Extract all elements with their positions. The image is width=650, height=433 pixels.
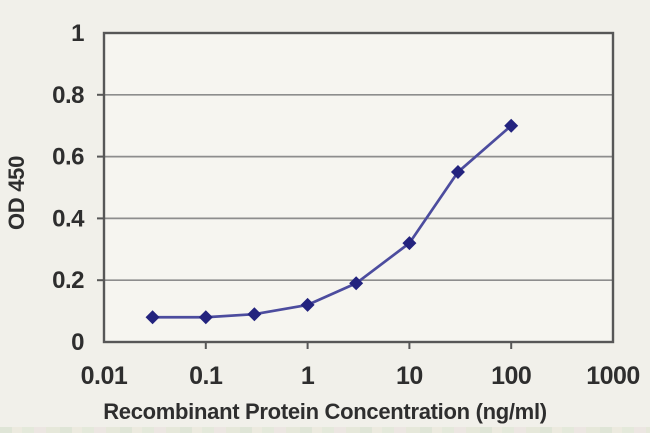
- data-point-marker: [145, 310, 160, 325]
- x-tick-label: 10: [396, 362, 423, 390]
- y-tick-label: 0.6: [52, 144, 84, 171]
- plot-area: [104, 33, 613, 342]
- x-axis-title: Recombinant Protein Concentration (ng/ml…: [103, 399, 547, 424]
- data-point-marker: [247, 307, 262, 322]
- data-point-marker: [349, 276, 364, 291]
- y-tick-label: 0.8: [52, 82, 84, 109]
- x-tick-label: 1000: [586, 362, 640, 390]
- data-point-marker: [450, 165, 465, 180]
- x-tick-label: 0.01: [81, 362, 128, 390]
- data-point-marker: [402, 236, 417, 251]
- x-tick-label: 100: [491, 362, 531, 390]
- data-point-marker: [504, 118, 519, 133]
- y-axis-title: OD 450: [4, 155, 29, 231]
- y-tick-label: 0: [71, 329, 84, 356]
- axis-frame: [102, 31, 615, 344]
- x-tick-label: 0.1: [189, 362, 223, 390]
- x-tick-label: 1: [301, 362, 315, 390]
- data-point-marker: [198, 310, 213, 325]
- data-point-marker: [300, 297, 315, 312]
- y-tick-label: 0.2: [52, 267, 84, 294]
- y-tick-label: 1: [71, 20, 84, 47]
- jpeg-artifact-strip: [0, 427, 650, 433]
- series-line: [152, 124, 513, 319]
- y-tick-label: 0.4: [52, 205, 85, 232]
